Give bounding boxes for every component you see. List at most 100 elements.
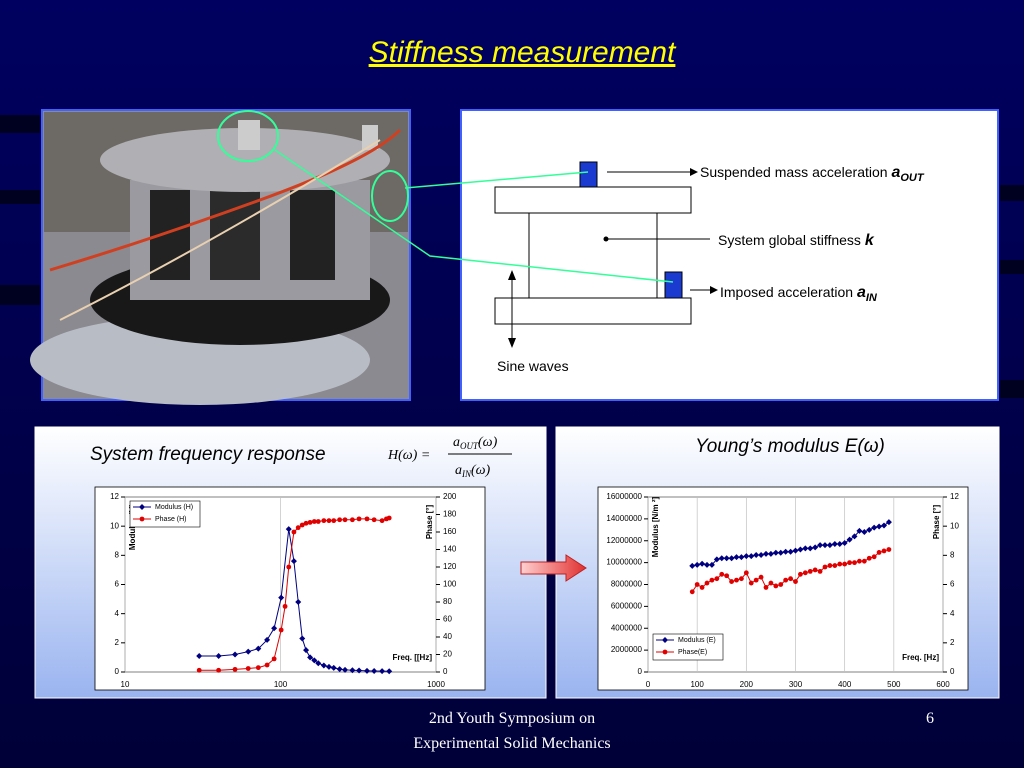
y-tick-label: 12000000 [606, 536, 642, 545]
data-point [356, 516, 362, 522]
data-point [282, 603, 288, 609]
data-point [325, 663, 332, 670]
x-tick-label: 400 [838, 680, 852, 689]
photo [30, 109, 411, 405]
data-point [728, 555, 735, 562]
data-point [876, 550, 882, 555]
data-point [831, 541, 838, 548]
svg-text:aIN(ω): aIN(ω) [455, 463, 491, 479]
data-point [330, 664, 337, 671]
data-point [232, 651, 239, 658]
data-point [797, 546, 804, 553]
y-tick-label: 10 [110, 521, 119, 530]
x-tick-label: 1000 [427, 680, 445, 689]
x-tick-label: 500 [887, 680, 901, 689]
legend-marker [139, 516, 145, 522]
y-tick-label: 0 [638, 667, 643, 676]
data-point [315, 519, 321, 524]
data-point [320, 662, 327, 669]
legend-label: Modulus (E) [678, 637, 716, 644]
data-point [295, 525, 301, 531]
legend-marker [662, 637, 668, 643]
data-point [743, 570, 749, 576]
x-tick-label: 600 [936, 680, 950, 689]
data-point [885, 519, 892, 526]
data-point [255, 645, 262, 652]
diagram: Suspended mass acceleration aOUT System … [274, 109, 999, 401]
data-point [719, 571, 725, 577]
data-point [852, 560, 857, 566]
data-point [767, 550, 774, 557]
formula: H(ω) = aOUT(ω) aIN(ω) [387, 435, 512, 479]
svg-text:2nd Youth Symposium on: 2nd Youth Symposium on [429, 710, 595, 727]
data-point [215, 652, 222, 659]
svg-text:6: 6 [926, 710, 934, 727]
y2-tick-label: 120 [443, 562, 457, 571]
data-point [743, 553, 750, 560]
data-point [777, 549, 784, 556]
data-point [689, 589, 695, 595]
footer: 2nd Youth Symposium on Experimental Soli… [413, 710, 934, 752]
data-point [278, 627, 284, 633]
data-point [371, 517, 377, 523]
data-point [271, 625, 278, 632]
data-point [788, 576, 793, 582]
y-tick-label: 6000000 [611, 601, 643, 610]
y2-tick-label: 20 [443, 650, 452, 659]
y2-tick-label: 0 [950, 667, 955, 676]
y-tick-label: 16000000 [606, 492, 642, 501]
data-point [311, 519, 317, 524]
data-point [798, 571, 803, 577]
svg-text:Experimental Solid Mechanics: Experimental Solid Mechanics [413, 735, 610, 752]
y-tick-label: 4 [115, 609, 120, 618]
legend-label: Phase (H) [155, 516, 187, 523]
data-point [822, 542, 828, 549]
data-point [264, 636, 271, 643]
label-out: Suspended mass acceleration aOUT [700, 164, 925, 184]
data-point [303, 520, 309, 526]
data-point [708, 561, 715, 568]
data-point [802, 570, 808, 576]
y2-tick-label: 10 [950, 521, 959, 530]
data-point [768, 580, 774, 586]
data-point [846, 536, 853, 543]
data-point [792, 547, 799, 554]
data-point [817, 568, 823, 574]
data-point [832, 563, 838, 568]
arrow [520, 554, 587, 582]
x-tick-label: 100 [690, 680, 704, 689]
data-point [342, 666, 349, 673]
data-point [802, 545, 809, 552]
data-point [739, 576, 744, 582]
data-point [303, 647, 310, 654]
label-k: System global stiffness k [718, 232, 875, 249]
legend-label: Modulus (H) [155, 504, 193, 511]
x-tick-label: 200 [740, 680, 754, 689]
data-point [713, 556, 720, 563]
data-point [295, 599, 302, 605]
data-point [827, 563, 833, 568]
data-point [196, 652, 203, 659]
data-point [290, 558, 297, 565]
chart-title: Young’s modulus E(ω) [695, 436, 885, 457]
data-point [782, 548, 789, 555]
data-point [336, 666, 343, 673]
data-point [871, 554, 877, 560]
data-point [723, 555, 730, 562]
data-point [689, 562, 696, 569]
y2-tick-label: 40 [443, 632, 452, 641]
data-point [264, 662, 270, 668]
data-point [356, 667, 363, 674]
data-point [321, 518, 327, 524]
data-point [842, 561, 848, 567]
data-point [861, 558, 867, 564]
y-tick-label: 4000000 [611, 623, 643, 632]
y2-tick-label: 80 [443, 597, 452, 606]
y2-tick-label: 12 [950, 492, 959, 501]
data-point [386, 515, 392, 521]
y2-tick-label: 8 [950, 550, 955, 559]
y2-tick-label: 200 [443, 492, 457, 501]
data-point [307, 654, 314, 661]
y-tick-label: 6 [115, 580, 120, 589]
